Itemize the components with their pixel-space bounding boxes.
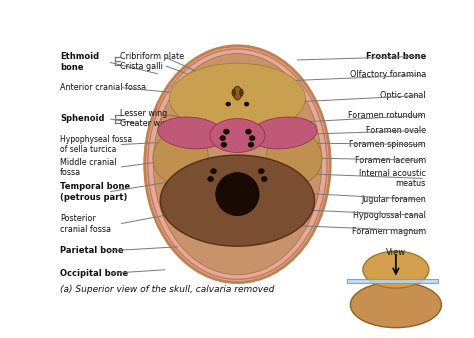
- Ellipse shape: [261, 176, 267, 182]
- Text: Posterior
cranial fossa: Posterior cranial fossa: [60, 214, 111, 234]
- Ellipse shape: [258, 169, 264, 174]
- Ellipse shape: [350, 282, 441, 328]
- Ellipse shape: [216, 173, 259, 216]
- Text: Occipital bone: Occipital bone: [60, 269, 128, 278]
- Text: Temporal bone
(petrous part): Temporal bone (petrous part): [60, 182, 130, 202]
- Text: Hypophyseal fossa
of sella turcica: Hypophyseal fossa of sella turcica: [60, 135, 132, 154]
- Text: Parietal bone: Parietal bone: [60, 246, 124, 255]
- Ellipse shape: [210, 169, 217, 174]
- Ellipse shape: [248, 142, 254, 147]
- Text: Cribriform plate
Crista galli: Cribriform plate Crista galli: [120, 52, 184, 71]
- Text: Optic canal: Optic canal: [380, 91, 426, 100]
- Ellipse shape: [249, 136, 255, 141]
- Ellipse shape: [160, 155, 315, 246]
- Ellipse shape: [221, 181, 227, 186]
- Text: Jugular foramen: Jugular foramen: [361, 195, 426, 204]
- Text: Internal acoustic
meatus: Internal acoustic meatus: [359, 169, 426, 188]
- Ellipse shape: [145, 46, 330, 283]
- Text: Lesser wing
Greater wing: Lesser wing Greater wing: [120, 109, 172, 128]
- Text: Sphenoid: Sphenoid: [60, 114, 104, 123]
- Ellipse shape: [248, 181, 254, 186]
- Ellipse shape: [169, 63, 305, 134]
- Ellipse shape: [210, 119, 265, 152]
- FancyBboxPatch shape: [347, 279, 438, 283]
- Text: Hypoglossal canal: Hypoglossal canal: [353, 211, 426, 220]
- Text: Foramen ovale: Foramen ovale: [366, 126, 426, 135]
- Ellipse shape: [232, 89, 236, 96]
- Ellipse shape: [250, 117, 317, 149]
- Text: Frontal bone: Frontal bone: [365, 52, 426, 61]
- Ellipse shape: [208, 176, 213, 182]
- Text: Anterior cranial fossa: Anterior cranial fossa: [60, 83, 146, 92]
- Ellipse shape: [363, 251, 429, 288]
- Text: (a) Superior view of the skull, calvaria removed: (a) Superior view of the skull, calvaria…: [60, 285, 274, 293]
- Ellipse shape: [246, 129, 251, 134]
- Ellipse shape: [240, 89, 243, 96]
- Ellipse shape: [233, 87, 241, 100]
- Ellipse shape: [223, 129, 229, 134]
- Text: Foramen lacerum: Foramen lacerum: [355, 156, 426, 165]
- Ellipse shape: [267, 129, 322, 184]
- Text: Ethmoid
bone: Ethmoid bone: [60, 52, 99, 72]
- Ellipse shape: [221, 142, 227, 147]
- Text: Olfactory foramina: Olfactory foramina: [350, 70, 426, 79]
- Text: Foramen magnum: Foramen magnum: [352, 226, 426, 236]
- Ellipse shape: [226, 102, 231, 106]
- Ellipse shape: [220, 136, 226, 141]
- Ellipse shape: [153, 129, 208, 184]
- Text: View: View: [386, 248, 406, 257]
- Text: Middle cranial
fossa: Middle cranial fossa: [60, 158, 117, 177]
- Ellipse shape: [244, 102, 249, 106]
- Text: Foramen spinosum: Foramen spinosum: [349, 140, 426, 149]
- Text: Foramen rotundum: Foramen rotundum: [348, 111, 426, 120]
- Ellipse shape: [153, 53, 321, 275]
- Ellipse shape: [158, 117, 225, 149]
- Ellipse shape: [148, 49, 327, 279]
